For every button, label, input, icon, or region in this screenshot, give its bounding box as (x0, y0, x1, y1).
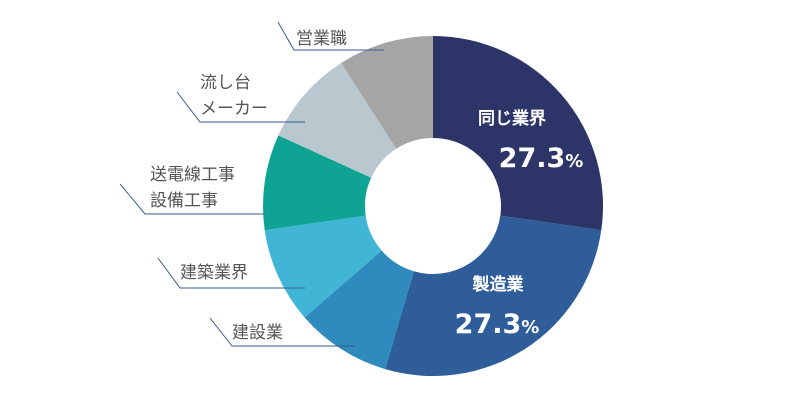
leader-line-power-line (119, 183, 265, 215)
slice-construction (304, 250, 414, 370)
label-power-line-line2: 設備工事 (150, 191, 218, 211)
slice-value-manufacturing: 27.3% (455, 309, 540, 340)
label-construction: 建設業 (232, 323, 283, 343)
slice-label-manufacturing: 製造業 (472, 274, 524, 295)
slice-manufacturing (385, 215, 602, 376)
inside-label-same-industry: 同じ業界 27.3% (478, 108, 583, 174)
label-sink-maker-line1: 流し台 (200, 73, 251, 93)
leader-line-construction (209, 317, 355, 347)
slice-power-line (262, 135, 372, 231)
slice-sink-maker (278, 62, 397, 178)
external-label-architecture: 建築業界 (157, 257, 305, 289)
slice-sales (341, 36, 433, 149)
slice-label-same-industry: 同じ業界 (478, 108, 546, 129)
inside-label-manufacturing: 製造業 27.3% (455, 274, 540, 340)
external-label-sales: 営業職 (277, 21, 384, 51)
leader-line-sink-maker (176, 91, 305, 123)
donut-slices (262, 36, 604, 376)
label-sales: 営業職 (296, 29, 347, 49)
label-architecture: 建築業界 (180, 263, 248, 283)
external-label-power-line: 送電線工事 設備工事 (119, 165, 265, 215)
slice-same-industry (433, 36, 604, 231)
external-label-construction: 建設業 (209, 317, 355, 347)
slice-value-same-industry: 27.3% (499, 143, 584, 174)
slice-architecture (264, 215, 382, 318)
external-label-sink-maker: 流し台 メーカー (176, 73, 305, 123)
label-sink-maker-line2: メーカー (200, 99, 268, 119)
label-power-line-line1: 送電線工事 (150, 165, 235, 185)
leader-line-architecture (157, 257, 305, 289)
leader-line-sales (277, 21, 384, 51)
